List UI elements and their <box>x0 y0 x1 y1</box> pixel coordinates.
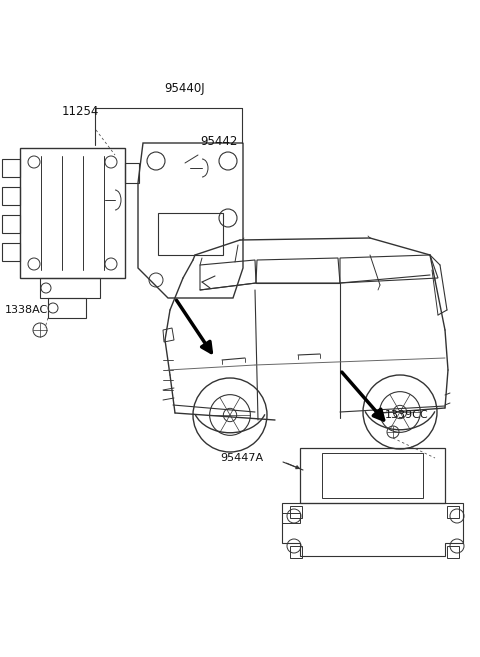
Text: 95442: 95442 <box>200 135 238 148</box>
Text: 1338AC: 1338AC <box>5 305 48 315</box>
Text: 11254: 11254 <box>62 105 99 118</box>
Text: 95440J: 95440J <box>165 82 205 95</box>
Text: 1339CC: 1339CC <box>385 410 429 420</box>
Text: 95447A: 95447A <box>220 453 263 463</box>
